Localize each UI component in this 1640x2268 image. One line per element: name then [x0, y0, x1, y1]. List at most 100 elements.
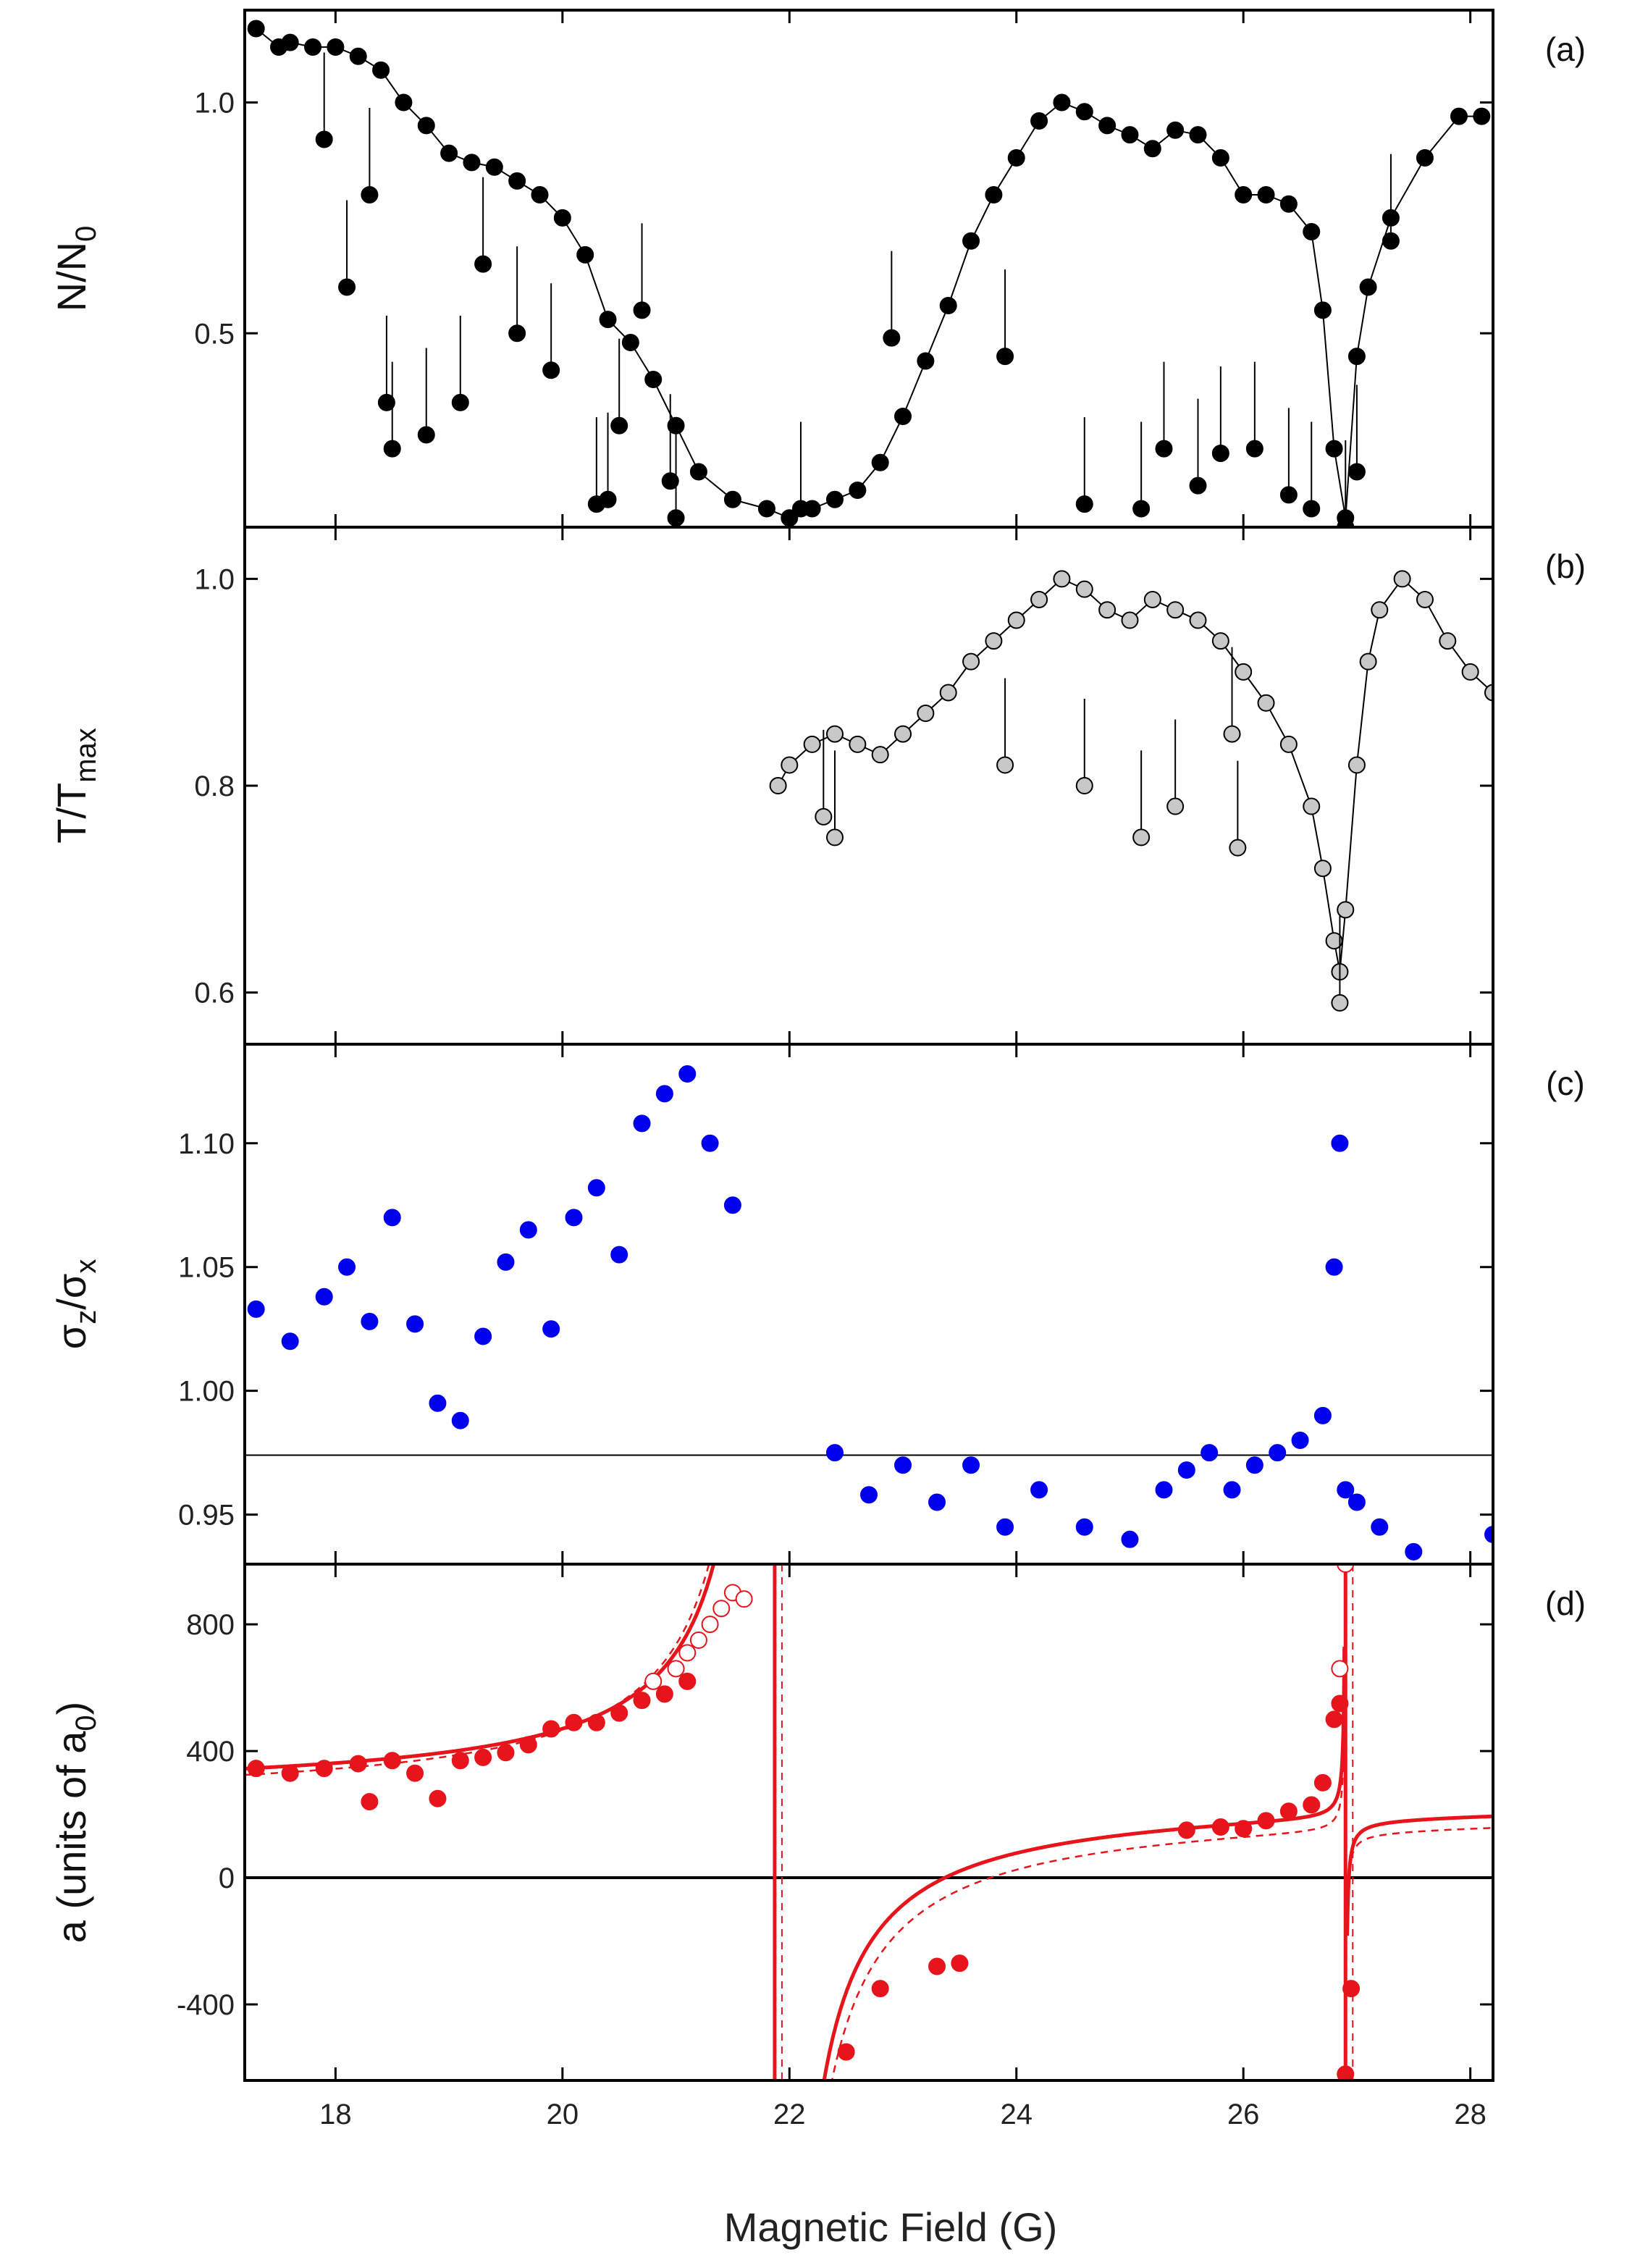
- data-point: [531, 186, 549, 203]
- data-point: [1223, 725, 1241, 743]
- data-point: [1325, 440, 1343, 458]
- data-point: [1382, 232, 1400, 250]
- data-point: [1075, 103, 1093, 121]
- data-point: [1030, 590, 1048, 608]
- data-point: [701, 1134, 719, 1152]
- data-point: [519, 1221, 537, 1239]
- x-tick-label: 24: [1000, 2099, 1033, 2130]
- y-tick-label: -400: [177, 1989, 235, 2021]
- data-point: [417, 426, 435, 444]
- data-point: [1342, 1980, 1361, 1998]
- data-point: [825, 490, 844, 508]
- data-point: [667, 1660, 685, 1678]
- data-point: [712, 1600, 731, 1618]
- data-point: [474, 1748, 492, 1766]
- data-point: [1325, 1258, 1343, 1276]
- data-point: [281, 1332, 299, 1351]
- data-point: [1075, 580, 1093, 598]
- data-point: [928, 1957, 946, 1975]
- y-axis-title: T/Tmax: [49, 728, 102, 844]
- data-point: [1121, 126, 1139, 144]
- panel-b: 0.6 0.8 1.0 T/Tmax (b): [49, 526, 1586, 1046]
- y-axis-title: σz/σx: [49, 1259, 102, 1350]
- data-point: [985, 632, 1003, 650]
- data-point: [962, 1456, 980, 1474]
- data-point: [599, 311, 617, 329]
- data-point: [757, 500, 775, 518]
- data-point: [1279, 195, 1298, 213]
- data-point: [349, 47, 367, 65]
- data-point: [1121, 1530, 1139, 1548]
- data-point: [791, 500, 810, 518]
- data-point: [894, 725, 912, 743]
- data-point: [1313, 1406, 1332, 1424]
- panel-tag: (d): [1545, 1584, 1586, 1622]
- data-point: [667, 509, 685, 527]
- y-axis-title-part: /σ: [49, 1274, 94, 1310]
- y-axis-title: a (units of a0): [49, 1702, 102, 1944]
- data-point: [1279, 735, 1298, 753]
- data-point: [474, 1327, 492, 1345]
- data-point: [281, 33, 299, 51]
- panel-tag: (b): [1545, 547, 1586, 585]
- y-tick-label: 1.0: [194, 88, 235, 119]
- data-point: [338, 1258, 356, 1276]
- data-point: [1405, 1542, 1423, 1561]
- data-point: [1337, 518, 1355, 527]
- y-axis-title-part: ): [49, 1702, 94, 1715]
- data-point: [1416, 149, 1434, 167]
- data-point: [825, 1444, 844, 1462]
- plot-area: [247, 20, 1491, 527]
- data-point: [1245, 1456, 1263, 1474]
- panel-a: 0.5 1.0 N/N0 (a): [49, 9, 1586, 529]
- data-point: [1189, 476, 1207, 495]
- data-point: [1229, 839, 1247, 857]
- plot-area: [769, 570, 1493, 1012]
- data-point: [377, 393, 395, 411]
- data-point: [1075, 777, 1093, 794]
- data-point: [1166, 121, 1185, 139]
- data-point: [1331, 994, 1349, 1012]
- data-point: [372, 61, 390, 79]
- data-point: [1331, 1694, 1349, 1713]
- data-point: [1132, 828, 1151, 847]
- y-axis-title-subscript: 0: [70, 1715, 102, 1731]
- data-point: [406, 1315, 424, 1333]
- y-tick-label: 0.5: [194, 318, 235, 350]
- y-axis-title-part: σ: [49, 1324, 94, 1350]
- y-axis-title-part: a (units of a: [49, 1731, 94, 1943]
- data-point: [361, 1312, 379, 1330]
- data-point: [894, 408, 912, 425]
- y-tick-label: 0.6: [194, 978, 235, 1009]
- data-point: [1484, 1525, 1493, 1543]
- y-tick-label: 400: [186, 1736, 235, 1768]
- data-point: [485, 158, 503, 176]
- data-point: [451, 1752, 469, 1770]
- data-point: [383, 1209, 401, 1227]
- data-point: [1075, 1518, 1093, 1536]
- data-point: [1143, 590, 1161, 608]
- data-point: [497, 1253, 515, 1271]
- data-point: [996, 348, 1014, 366]
- data-point: [542, 1720, 560, 1738]
- data-point: [1132, 500, 1151, 518]
- data-point: [1235, 663, 1253, 681]
- data-point: [1030, 1481, 1048, 1499]
- data-point: [1325, 1710, 1343, 1729]
- data-point: [894, 1456, 912, 1474]
- data-point: [1331, 1134, 1349, 1152]
- data-point: [871, 746, 889, 764]
- data-point: [723, 1196, 741, 1214]
- data-point: [996, 756, 1014, 774]
- data-point: [1279, 486, 1298, 504]
- data-point: [451, 1411, 469, 1429]
- data-point: [610, 1246, 628, 1264]
- data-point: [678, 1065, 697, 1083]
- data-point: [1347, 756, 1366, 774]
- x-axis-title: Magnetic Field (G): [724, 2204, 1058, 2250]
- data-point: [474, 255, 492, 273]
- plot-area: [245, 1065, 1493, 1561]
- data-point: [1053, 93, 1071, 112]
- data-point: [565, 1713, 583, 1731]
- data-point: [723, 490, 741, 508]
